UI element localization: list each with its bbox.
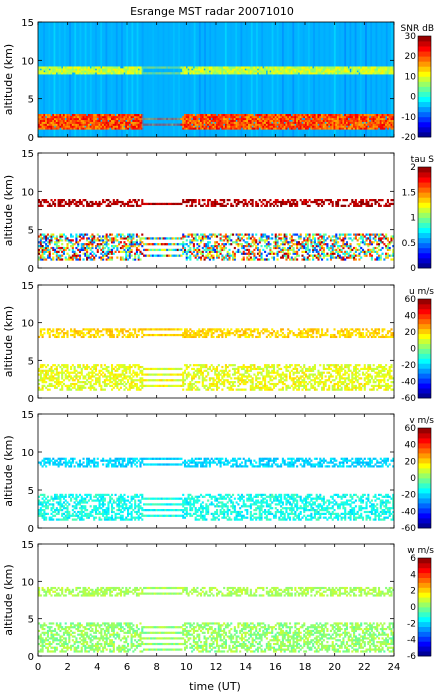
figure-title: Esrange MST radar 20071010 <box>130 5 294 18</box>
y-tick-label: 5 <box>28 95 34 106</box>
colorbar-tick-label: 40 <box>405 441 417 451</box>
colorbar-tick-label: 60 <box>405 295 417 305</box>
colorbar-tick-label: 0.5 <box>402 239 416 249</box>
colorbar-tick-label: 10 <box>405 72 417 82</box>
x-tick-label: 18 <box>299 662 312 673</box>
colorbar-label: u m/s <box>409 287 434 297</box>
y-tick-label: 10 <box>21 577 34 588</box>
y-tick-label: 15 <box>21 149 34 160</box>
x-tick-label: 22 <box>358 662 371 673</box>
y-axis-label: altitude (km) <box>2 175 15 246</box>
colorbar-w: w m/s6 4 2 0 -2 -4 -6 <box>407 546 434 662</box>
colorbar-tick-label: 2 <box>410 587 416 597</box>
x-tick-label: 0 <box>35 662 41 673</box>
y-tick-label: 0 <box>28 394 34 405</box>
colorbar-tick-label: 40 <box>405 312 417 322</box>
panel-w: 0 5 10 15 altitude (km) w m/s6 4 2 0 -2 -4 -6 <box>2 540 434 663</box>
colorbar-tick-label: 1.5 <box>402 188 416 198</box>
y-tick-label: 10 <box>21 448 34 459</box>
x-tick-label: 14 <box>239 662 252 673</box>
colorbar-tick-label: -6 <box>407 652 416 662</box>
colorbar-tick-label: -20 <box>401 491 416 501</box>
panel-u: 0 5 10 15 altitude (km) u m/s60 40 20 0 -20 -40 -60 <box>2 281 434 405</box>
y-tick-label: 10 <box>21 187 34 198</box>
colorbar-label: w m/s <box>407 546 434 556</box>
colorbar-tick-label: -60 <box>401 394 416 404</box>
y-tick-label: 0 <box>28 524 34 535</box>
y-tick-label: 0 <box>28 133 34 144</box>
colorbar-tau: tau S2 1.5 1 0.5 0 <box>402 155 435 274</box>
colorbar-tick-label: 60 <box>405 424 417 434</box>
colorbar-tick-label: 20 <box>405 52 417 62</box>
colorbar-tick-label: 30 <box>405 32 417 42</box>
colorbar-tick-label: 0 <box>410 474 416 484</box>
y-axis-label: altitude (km) <box>2 435 15 506</box>
x-tick-label: 10 <box>180 662 193 673</box>
colorbar-tick-label: -10 <box>401 113 416 123</box>
y-tick-label: 15 <box>21 410 34 421</box>
colorbar-tick-label: -40 <box>401 507 416 517</box>
y-tick-label: 15 <box>21 18 34 29</box>
x-tick-label: 6 <box>124 662 130 673</box>
colorbar-label: v m/s <box>409 416 434 426</box>
heatmap-cells-v <box>38 457 394 521</box>
colorbar-tick-label: 0 <box>410 345 416 355</box>
panel-v: 0 5 10 15 altitude (km) v m/s60 40 20 0 -20 -40 -60 <box>2 410 434 535</box>
x-tick-label: 12 <box>210 662 223 673</box>
colorbar-tick-label: 20 <box>405 457 417 467</box>
colorbar-tick-label: 4 <box>410 570 416 580</box>
heatmap-cells-w <box>38 586 394 653</box>
y-tick-label: 15 <box>21 281 34 292</box>
x-axis-label: time (UT) <box>189 680 241 693</box>
colorbar-v: v m/s60 40 20 0 -20 -40 -60 <box>401 416 434 534</box>
colorbar-tick-label: -20 <box>401 133 416 143</box>
y-tick-label: 10 <box>21 319 34 330</box>
y-axis-label: altitude (km) <box>2 564 15 635</box>
colorbar-tick-label: 0 <box>410 264 416 274</box>
colorbar-tick-label: -60 <box>401 524 416 534</box>
x-tick-label: 20 <box>328 662 341 673</box>
colorbar-tick-label: 0 <box>410 93 416 103</box>
x-tick-label: 4 <box>94 662 100 673</box>
y-tick-label: 10 <box>21 56 34 67</box>
y-tick-label: 5 <box>28 356 34 367</box>
heatmap-cells-u <box>38 328 394 391</box>
colorbar-tick-label: 20 <box>405 328 417 338</box>
heatmap-cells-SNR <box>38 22 394 137</box>
x-axis: 0 2 4 6 8 10 12 14 16 18 20 22 24 <box>35 662 401 673</box>
y-axis-label: altitude (km) <box>2 306 15 377</box>
colorbar-tick-label: -40 <box>401 378 416 388</box>
colorbar-tick-label: -20 <box>401 361 416 371</box>
x-tick-label: 8 <box>153 662 159 673</box>
colorbar-tick-label: 0 <box>410 603 416 613</box>
y-tick-label: 5 <box>28 615 34 626</box>
colorbar-tick-label: 6 <box>410 554 416 564</box>
heatmap-cells-tau <box>38 199 394 261</box>
colorbar-label: SNR dB <box>401 24 434 34</box>
y-tick-label: 15 <box>21 540 34 551</box>
colorbar-tick-label: -2 <box>407 619 416 629</box>
y-tick-label: 5 <box>28 486 34 497</box>
colorbar-tick-label: 1 <box>410 214 416 224</box>
x-tick-label: 2 <box>64 662 70 673</box>
panel-tau: 0 5 10 15 altitude (km) tau S2 1.5 1 0.5 0 <box>2 149 434 275</box>
y-tick-label: 0 <box>28 652 34 663</box>
colorbar-tick-label: 2 <box>410 163 416 173</box>
x-tick-label: 16 <box>269 662 282 673</box>
y-tick-label: 5 <box>28 226 34 237</box>
x-tick-label: 24 <box>388 662 401 673</box>
colorbar-tick-label: -4 <box>407 636 416 646</box>
y-axis-label: altitude (km) <box>2 44 15 115</box>
colorbar-label: tau S <box>411 155 435 165</box>
y-tick-label: 0 <box>28 264 34 275</box>
colorbar-u: u m/s60 40 20 0 -20 -40 -60 <box>401 287 434 404</box>
